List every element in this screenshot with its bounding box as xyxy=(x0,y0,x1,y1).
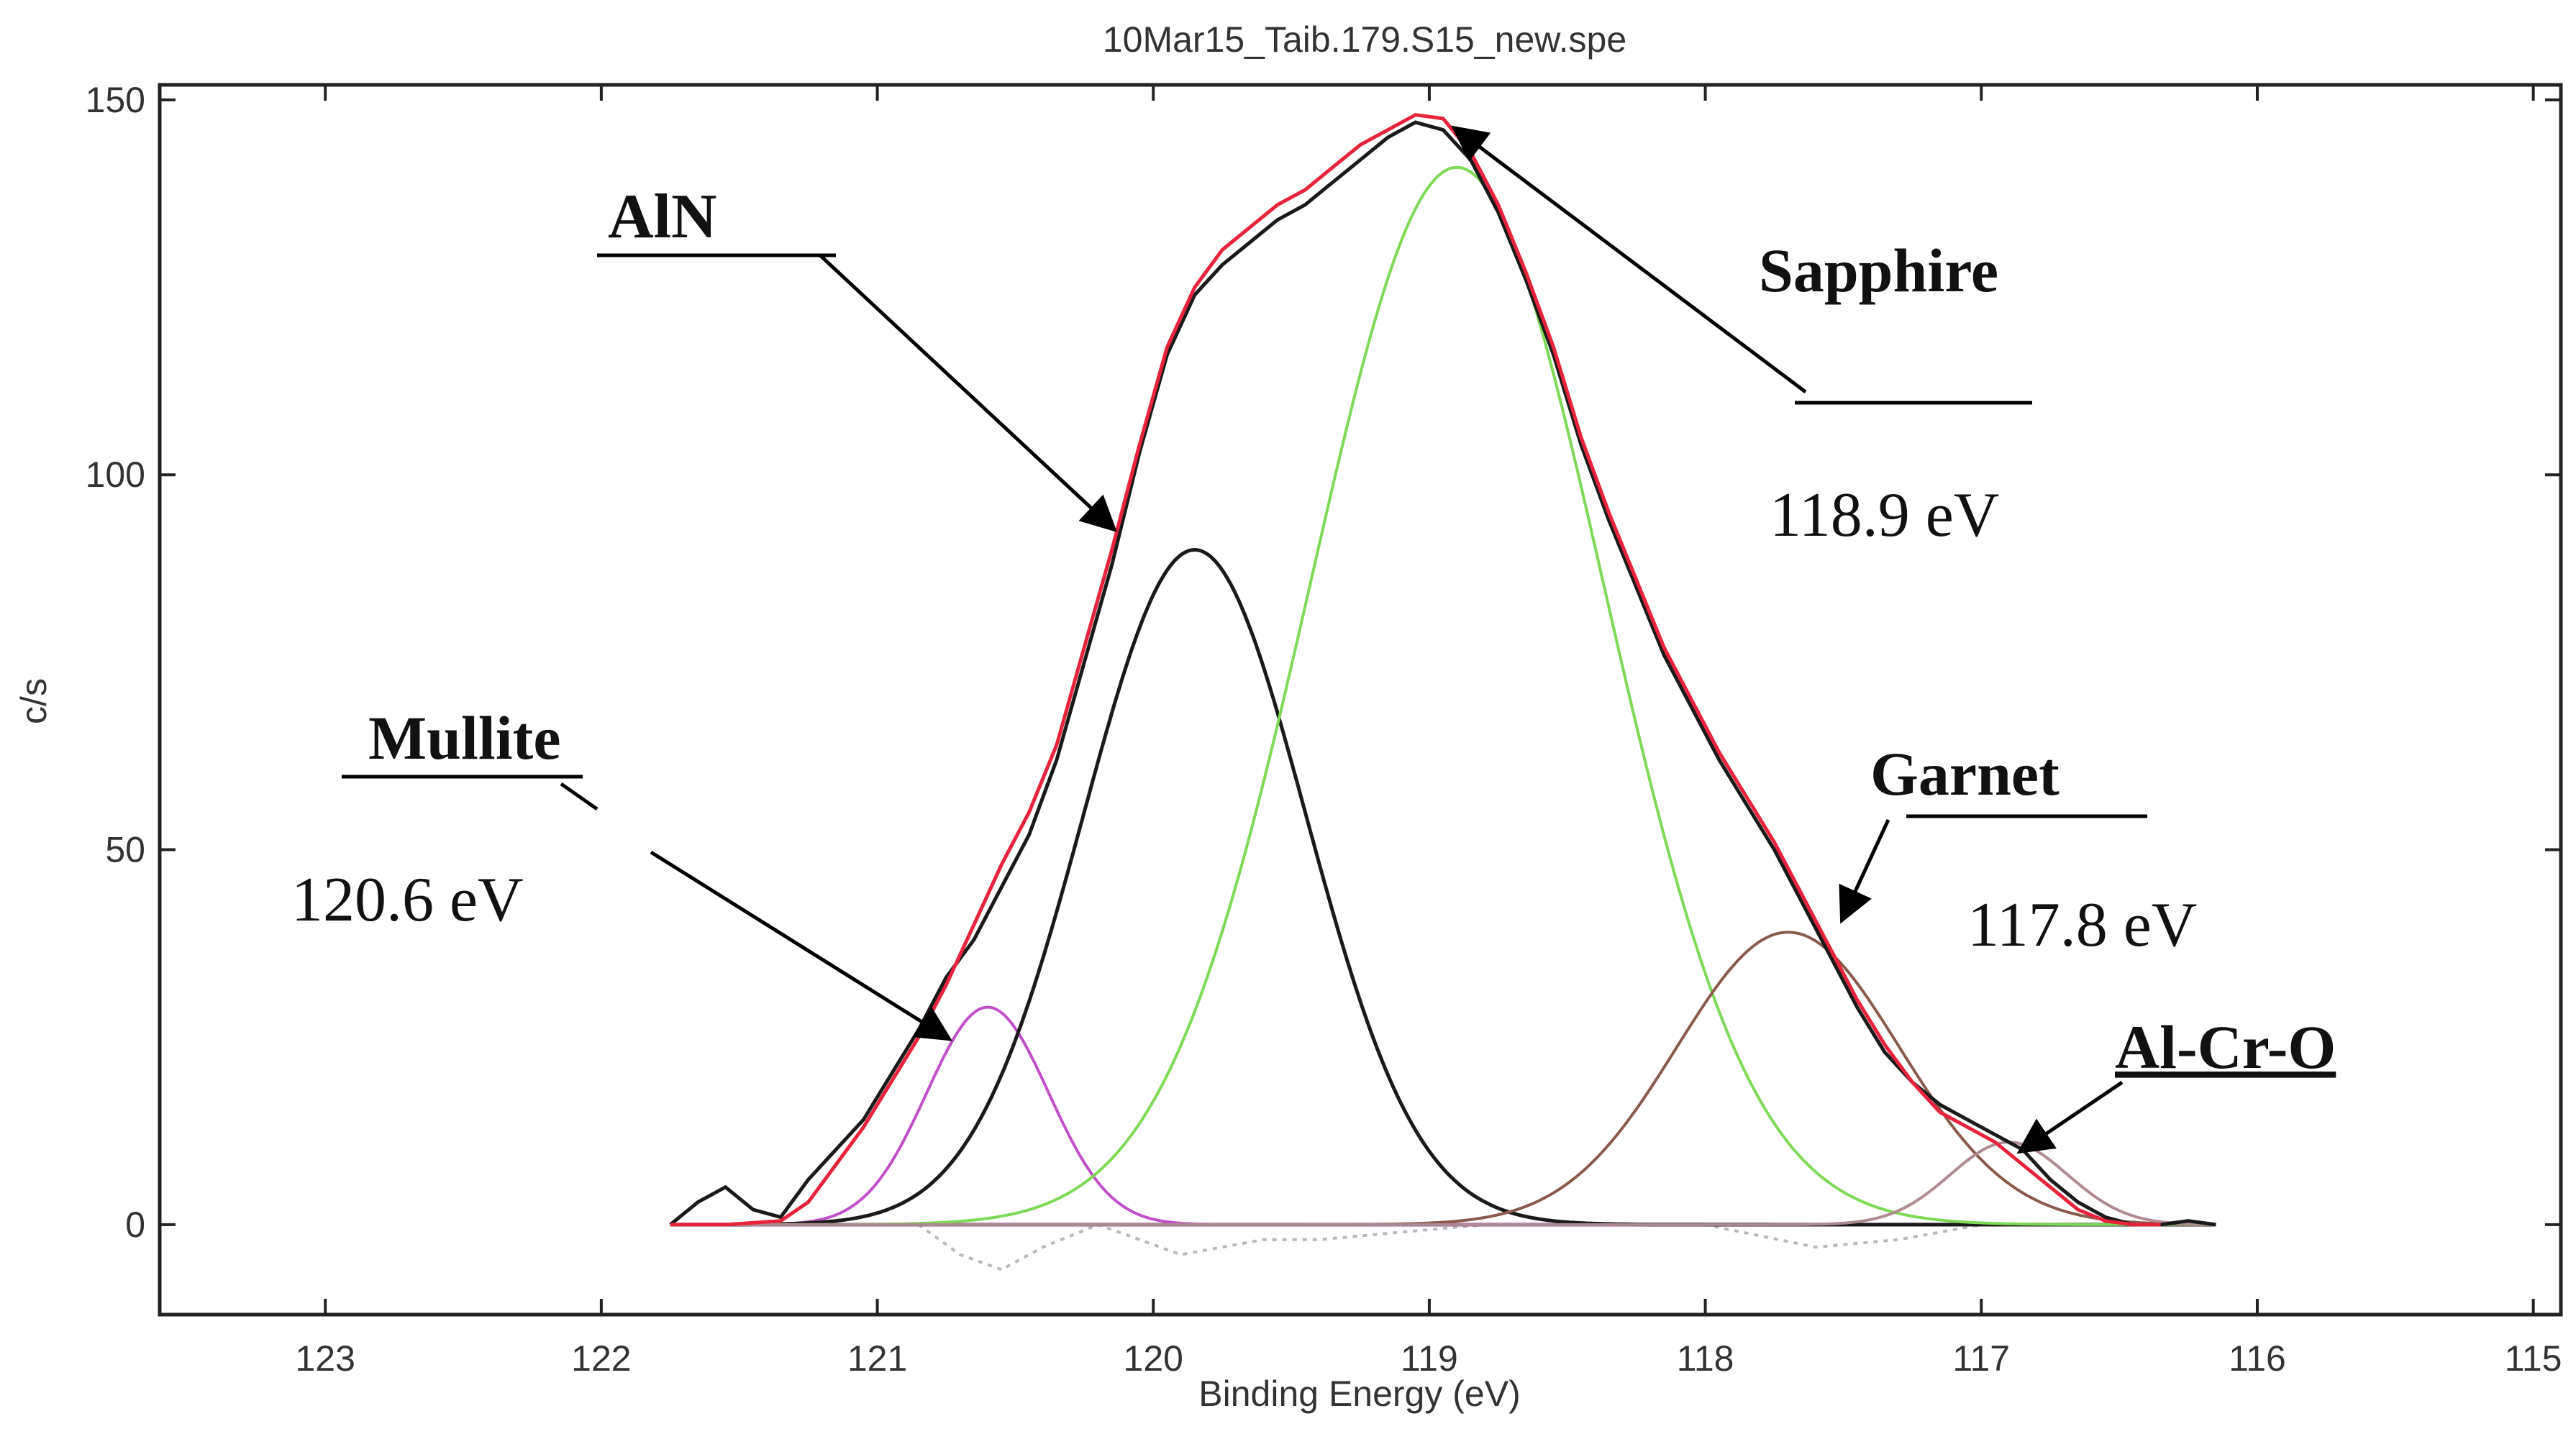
aln-label: AlN xyxy=(608,182,717,252)
x-tick-label: 122 xyxy=(571,1338,631,1379)
y-tick-label: 0 xyxy=(125,1205,145,1245)
y-tick-label: 50 xyxy=(105,830,145,870)
x-tick-label: 115 xyxy=(2505,1338,2562,1379)
sapphire-energy: 118.9 eV xyxy=(1770,480,1999,550)
x-tick-label: 120 xyxy=(1124,1338,1183,1379)
garnet-label: Garnet xyxy=(1870,739,2060,808)
mullite-leader-tail xyxy=(560,782,599,811)
alcro-component-curve xyxy=(670,1141,2213,1226)
x-tick-label: 119 xyxy=(1401,1338,1458,1379)
chart-title: 10Mar15_Taib.179.S15_new.spe xyxy=(1103,19,1626,60)
garnet-energy: 117.8 eV xyxy=(1967,890,2197,960)
x-axis-label: Binding Energy (eV) xyxy=(1198,1374,1520,1414)
plot-frame xyxy=(158,83,2563,1317)
mullite-energy: 120.6 eV xyxy=(291,865,524,935)
aln-component-curve xyxy=(670,547,2213,1227)
x-tick-label: 118 xyxy=(1677,1338,1734,1379)
annotation-arrows xyxy=(650,125,2124,1154)
y-axis-ticks: 0 50 100 150 xyxy=(86,80,2561,1245)
series-layer xyxy=(669,113,2216,1271)
x-tick-label: 116 xyxy=(2229,1338,2286,1379)
fit-envelope-curve xyxy=(670,113,2161,1227)
sapphire-arrow xyxy=(1451,125,1807,393)
alcro-label: Al-Cr-O xyxy=(2115,1013,2336,1082)
residual-curve xyxy=(917,1223,1982,1271)
sapphire-label: Sapphire xyxy=(1759,236,1998,305)
x-tick-label: 117 xyxy=(1952,1338,2010,1379)
mullite-arrow xyxy=(650,850,952,1041)
alcro-arrow xyxy=(2016,1080,2124,1154)
mullite-label: Mullite xyxy=(368,703,561,772)
x-axis-ticks: 123 122 121 120 119 118 117 116 115 xyxy=(295,85,2562,1379)
x-tick-label: 123 xyxy=(295,1338,355,1379)
y-tick-label: 150 xyxy=(86,80,145,120)
y-tick-label: 100 xyxy=(86,455,145,495)
y-axis-label: c/s xyxy=(14,678,54,724)
aln-arrow xyxy=(819,254,1118,533)
label-leader-lines xyxy=(342,253,2147,818)
garnet-arrow xyxy=(1839,818,1890,924)
sapphire-component-curve xyxy=(670,165,2213,1226)
x-tick-label: 121 xyxy=(847,1338,907,1379)
